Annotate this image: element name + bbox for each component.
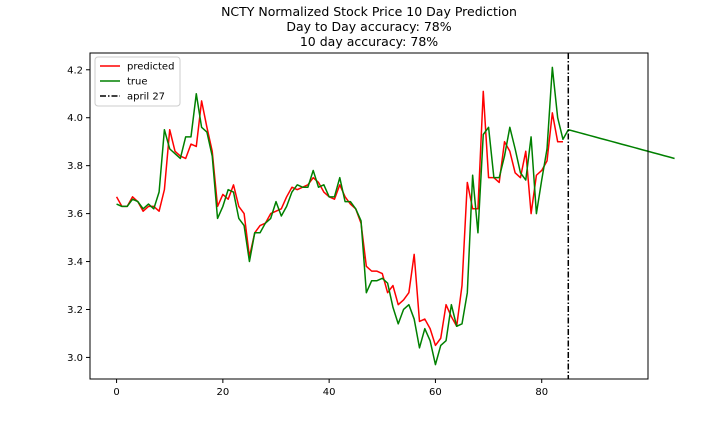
y-tick-label: 4.0 bbox=[67, 113, 83, 124]
x-tick-label: 40 bbox=[323, 387, 336, 398]
plot-area bbox=[115, 53, 675, 379]
chart-title: NCTY Normalized Stock Price 10 Day Predi… bbox=[221, 4, 517, 49]
legend-label-true: true bbox=[127, 77, 148, 88]
x-axis: 0 20 40 60 80 bbox=[113, 379, 548, 398]
x-tick-label: 80 bbox=[535, 387, 548, 398]
series-line-predicted bbox=[115, 90, 563, 347]
y-tick-label: 3.2 bbox=[67, 305, 83, 316]
legend-label-predicted: predicted bbox=[127, 62, 174, 73]
y-tick-label: 3.6 bbox=[67, 209, 83, 220]
x-tick-label: 60 bbox=[429, 387, 442, 398]
x-tick-label: 0 bbox=[113, 387, 119, 398]
chart-title-line-1: NCTY Normalized Stock Price 10 Day Predi… bbox=[221, 4, 517, 19]
y-tick-label: 4.2 bbox=[67, 65, 83, 76]
legend-label-april-27: april 27 bbox=[127, 92, 165, 103]
series-line-true bbox=[116, 66, 675, 366]
y-tick-label: 3.8 bbox=[67, 161, 83, 172]
chart-title-line-3: 10 day accuracy: 78% bbox=[300, 34, 438, 49]
chart-title-line-2: Day to Day accuracy: 78% bbox=[286, 19, 451, 34]
y-tick-label: 3.0 bbox=[67, 353, 83, 364]
x-tick-label: 20 bbox=[216, 387, 229, 398]
legend-box bbox=[94, 56, 181, 107]
y-axis: 3.0 3.2 3.4 3.6 3.8 4.0 4.2 bbox=[67, 65, 90, 364]
legend: predicted true april 27 bbox=[94, 56, 181, 107]
y-tick-label: 3.4 bbox=[67, 257, 83, 268]
axes-frame bbox=[89, 52, 649, 380]
